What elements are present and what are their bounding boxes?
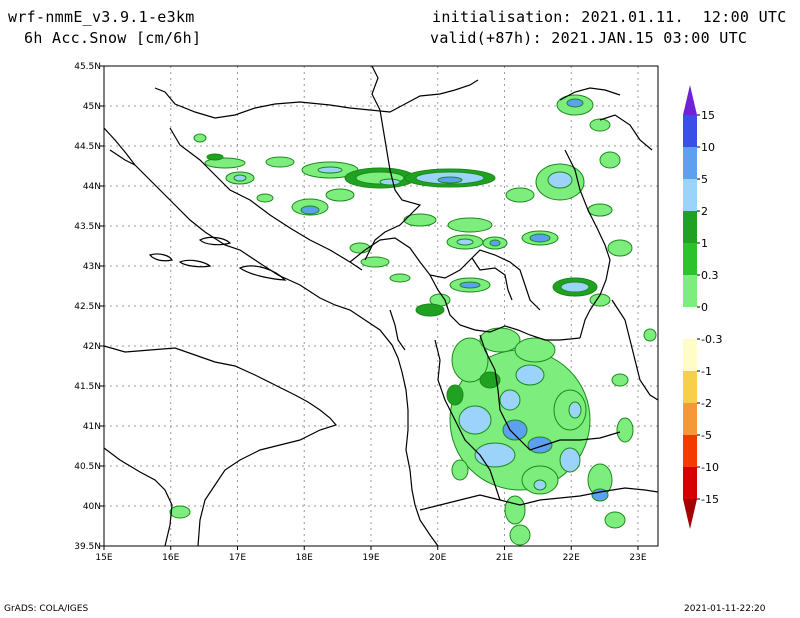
- legend-swatch: [683, 243, 697, 275]
- valid-time: valid(+87h): 2021.JAN.15 03:00 UTC: [430, 29, 748, 47]
- snow-band-north: [169, 94, 657, 519]
- lon-tick-label: 20E: [429, 553, 446, 563]
- lat-tick-label: 43N: [83, 262, 101, 272]
- legend-label: 5: [701, 173, 708, 186]
- legend-swatch: [683, 339, 697, 371]
- legend-label: -0.3: [701, 333, 722, 346]
- lat-tick-label: 45N: [83, 102, 101, 112]
- legend-arrow-top: [683, 85, 697, 115]
- legend-swatch: [683, 179, 697, 211]
- lat-tick-label: 40N: [83, 502, 101, 512]
- axis-ticks: 15E 16E 17E 18E 19E 20E 21E 22E 23E 39.5N 40N 40.5N…: [74, 62, 647, 563]
- lon-tick-label: 23E: [629, 553, 646, 563]
- map-grid: [104, 66, 658, 546]
- snow-field: [169, 94, 657, 546]
- legend-swatch: [683, 307, 697, 339]
- legend-arrow-bottom: [683, 499, 697, 529]
- lon-tick-label: 17E: [229, 553, 246, 563]
- lon-tick-label: 18E: [296, 553, 313, 563]
- lat-tick-label: 42.5N: [74, 302, 101, 312]
- footer-timestamp: 2021-01-11-22:20: [684, 604, 766, 614]
- legend-swatch: [683, 371, 697, 403]
- legend-label: 2: [701, 205, 708, 218]
- map-title: wrf-nmmE_v3.9.1-e3km: [8, 8, 195, 26]
- coastlines-and-borders: [104, 66, 658, 546]
- lat-tick-label: 44N: [83, 182, 101, 192]
- legend-label: -2: [701, 397, 712, 410]
- lat-tick-label: 45.5N: [74, 62, 101, 72]
- legend-swatch: [683, 435, 697, 467]
- legend-swatch: [683, 275, 697, 307]
- initialisation-time: initialisation: 2021.01.11. 12:00 UTC: [432, 8, 787, 26]
- lat-tick-label: 41.5N: [74, 382, 101, 392]
- map-subtitle: 6h Acc.Snow [cm/6h]: [24, 29, 202, 47]
- legend-label: 1: [701, 237, 708, 250]
- lat-tick-label: 44.5N: [74, 142, 101, 152]
- lon-tick-label: 19E: [362, 553, 379, 563]
- legend-label: -15: [701, 493, 719, 506]
- lon-tick-label: 16E: [162, 553, 179, 563]
- legend-label: 0.3: [701, 269, 719, 282]
- legend-label: 0: [701, 301, 708, 314]
- lat-tick-label: 41N: [83, 422, 101, 432]
- legend-label: 10: [701, 141, 715, 154]
- snow-cluster-south: [446, 327, 634, 546]
- legend-swatch: [683, 467, 697, 499]
- lon-tick-label: 21E: [496, 553, 513, 563]
- legend-label: -5: [701, 429, 712, 442]
- lat-tick-label: 42N: [83, 342, 101, 352]
- legend-label: -10: [701, 461, 719, 474]
- legend-swatch: [683, 115, 697, 147]
- footer-software-credit: GrADS: COLA/IGES: [4, 604, 89, 614]
- legend-swatch: [683, 147, 697, 179]
- color-legend: 15 10 5 2 1 0.3 0 -0.3 -1 -2 -5 -10 -15: [683, 85, 722, 529]
- lat-tick-label: 43.5N: [74, 222, 101, 232]
- lat-tick-label: 40.5N: [74, 462, 101, 472]
- lon-tick-label: 22E: [563, 553, 580, 563]
- legend-swatch: [683, 211, 697, 243]
- legend-swatch: [683, 403, 697, 435]
- lat-tick-label: 39.5N: [74, 542, 101, 552]
- legend-label: -1: [701, 365, 712, 378]
- legend-label: 15: [701, 109, 715, 122]
- lon-tick-label: 15E: [95, 553, 112, 563]
